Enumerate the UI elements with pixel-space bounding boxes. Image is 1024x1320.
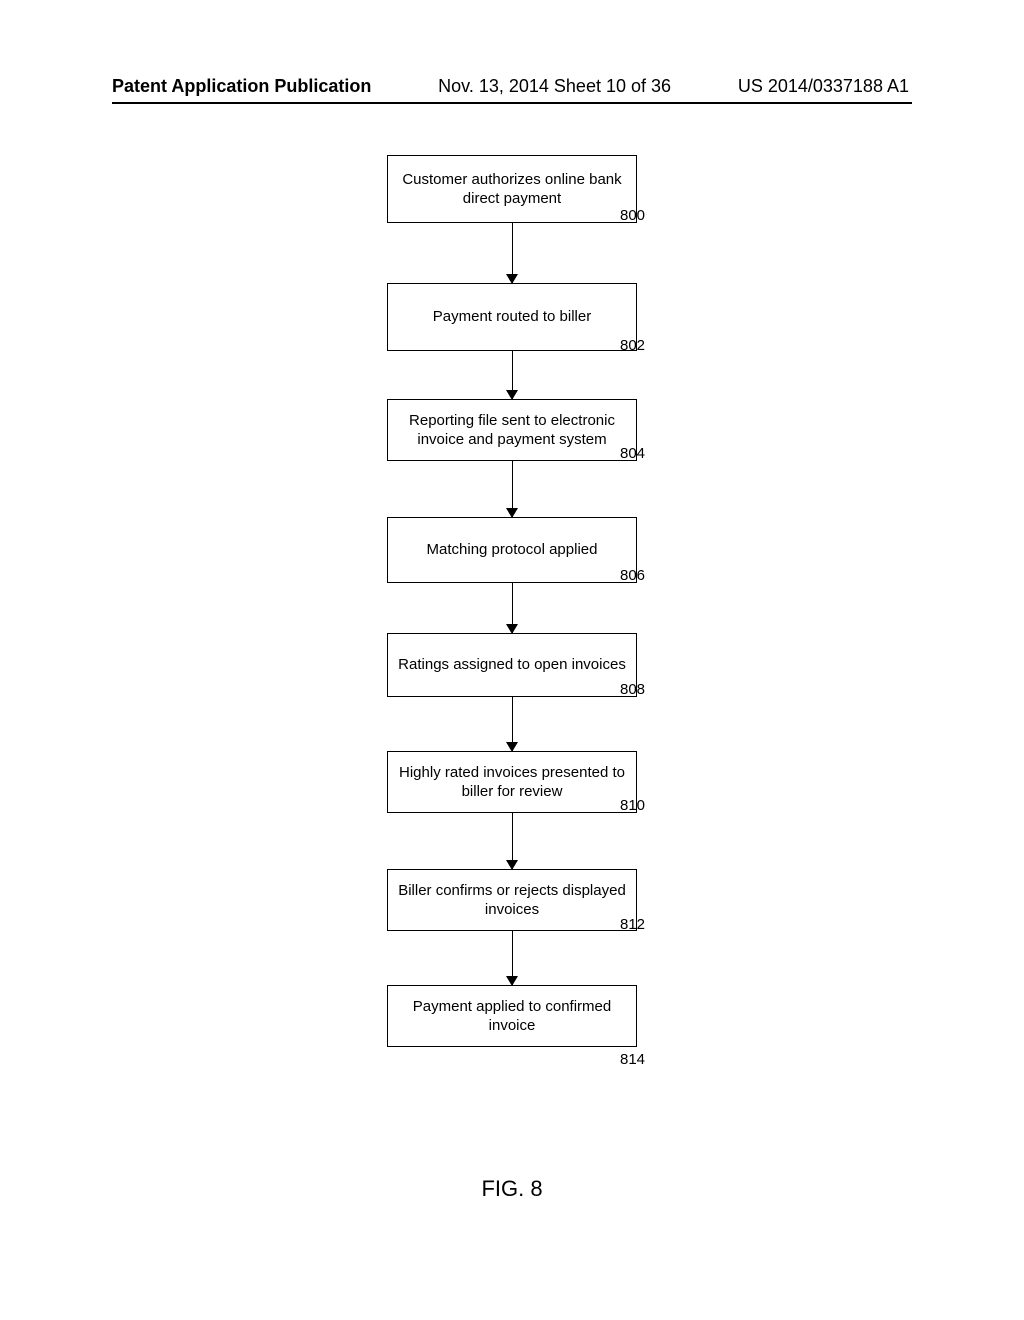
flow-node: Biller confirms or rejects displayed inv… xyxy=(387,869,637,931)
page-header: Patent Application Publication Nov. 13, … xyxy=(0,76,1024,97)
flow-arrow xyxy=(512,351,513,399)
flow-box-label: Highly rated invoices presented to bille… xyxy=(396,763,628,802)
flow-node: Matching protocol applied806 xyxy=(387,517,637,583)
flow-box: Reporting file sent to electronic invoic… xyxy=(387,399,637,461)
flow-arrow xyxy=(512,461,513,517)
header-rule xyxy=(112,102,912,104)
flow-ref-number: 814 xyxy=(620,1051,645,1068)
flow-ref-number: 812 xyxy=(620,916,645,933)
flow-box: Customer authorizes online bank direct p… xyxy=(387,155,637,223)
flow-ref-number: 808 xyxy=(620,681,645,698)
flow-box-label: Reporting file sent to electronic invoic… xyxy=(396,411,628,450)
figure-label-text: FIG. 8 xyxy=(481,1176,542,1201)
flow-ref-number: 810 xyxy=(620,797,645,814)
flow-ref-number: 800 xyxy=(620,207,645,224)
header-center: Nov. 13, 2014 Sheet 10 of 36 xyxy=(438,76,671,97)
flow-box: Matching protocol applied xyxy=(387,517,637,583)
flow-node: Ratings assigned to open invoices808 xyxy=(387,633,637,697)
flow-node: Customer authorizes online bank direct p… xyxy=(387,155,637,223)
figure-label: FIG. 8 xyxy=(0,1176,1024,1202)
flow-ref-number: 802 xyxy=(620,337,645,354)
header-left: Patent Application Publication xyxy=(112,76,371,97)
header-right: US 2014/0337188 A1 xyxy=(738,76,909,97)
flow-arrow xyxy=(512,697,513,751)
flow-arrow xyxy=(512,223,513,283)
flowchart: Customer authorizes online bank direct p… xyxy=(0,155,1024,1047)
flow-box-label: Ratings assigned to open invoices xyxy=(398,655,626,675)
flow-box: Payment routed to biller xyxy=(387,283,637,351)
flow-arrow xyxy=(512,583,513,633)
flow-box: Ratings assigned to open invoices xyxy=(387,633,637,697)
flow-box: Payment applied to confirmed invoice xyxy=(387,985,637,1047)
flow-box-label: Biller confirms or rejects displayed inv… xyxy=(396,881,628,920)
flow-node: Payment applied to confirmed invoice814 xyxy=(387,985,637,1047)
flow-box: Highly rated invoices presented to bille… xyxy=(387,751,637,813)
flow-box-label: Payment routed to biller xyxy=(433,307,591,327)
flow-box-label: Customer authorizes online bank direct p… xyxy=(396,170,628,209)
flow-node: Payment routed to biller802 xyxy=(387,283,637,351)
flow-box: Biller confirms or rejects displayed inv… xyxy=(387,869,637,931)
flow-box-label: Payment applied to confirmed invoice xyxy=(396,997,628,1036)
flow-arrow xyxy=(512,813,513,869)
flow-node: Reporting file sent to electronic invoic… xyxy=(387,399,637,461)
flow-ref-number: 806 xyxy=(620,567,645,584)
flow-ref-number: 804 xyxy=(620,445,645,462)
flow-node: Highly rated invoices presented to bille… xyxy=(387,751,637,813)
flow-arrow xyxy=(512,931,513,985)
flow-box-label: Matching protocol applied xyxy=(427,540,598,560)
